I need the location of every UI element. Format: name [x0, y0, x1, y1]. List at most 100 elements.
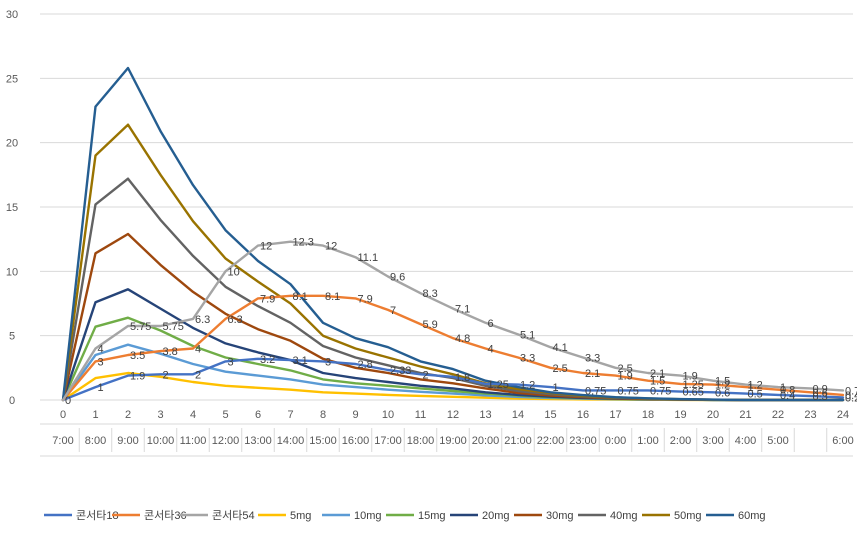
x-tick-label: 18 — [642, 409, 654, 421]
x-time-label: 3:00 — [702, 435, 723, 447]
legend-label: 콘서타36 — [144, 509, 187, 522]
x-tick-label: 5 — [222, 409, 228, 421]
data-label: 0.75 — [845, 385, 857, 397]
data-label: 4 — [98, 344, 104, 356]
x-tick-label: 9 — [352, 409, 358, 421]
x-tick-label: 14 — [512, 409, 524, 421]
legend-label: 20mg — [482, 510, 510, 522]
x-tick-label: 0 — [60, 409, 66, 421]
series-line — [61, 66, 845, 402]
data-label: 6.3 — [195, 314, 210, 326]
data-label: 5.9 — [423, 319, 438, 331]
x-tick-label: 22 — [772, 409, 784, 421]
data-label: 0.75 — [650, 385, 671, 397]
data-label: 4 — [195, 344, 201, 356]
data-label: 0.3 — [813, 391, 828, 403]
data-label: 1 — [748, 382, 754, 394]
data-label: 0.9 — [813, 383, 828, 395]
x-tick-label: 10 — [382, 409, 394, 421]
legend-label: 5mg — [290, 510, 311, 522]
x-time-label: 17:00 — [374, 435, 402, 447]
data-label: 0 — [65, 395, 71, 407]
x-tick-label: 21 — [739, 409, 751, 421]
data-label: 1 — [98, 382, 104, 394]
legend-item[interactable]: 콘서타54 — [180, 509, 255, 522]
x-tick-label: 11 — [415, 409, 426, 421]
data-label: 1.9 — [130, 371, 145, 383]
legend-item[interactable]: 콘서타18 — [44, 509, 119, 522]
x-tick-label: 15 — [544, 409, 556, 421]
data-label: 3 — [325, 356, 331, 368]
x-tick-label: 19 — [674, 409, 686, 421]
data-label: 2 — [163, 369, 169, 381]
data-label: 7.9 — [358, 293, 373, 305]
data-label: 3 — [98, 356, 104, 368]
legend-item[interactable]: 5mg — [258, 510, 311, 522]
data-label: 7.9 — [260, 293, 275, 305]
data-label: 3.1 — [293, 355, 308, 367]
data-label: 9.6 — [390, 271, 405, 283]
data-label: 12.3 — [293, 237, 314, 249]
data-label: 2.1 — [585, 368, 600, 380]
data-label: 1.5 — [715, 376, 730, 388]
data-label: 1.9 — [618, 371, 633, 383]
x-tick-label: 13 — [479, 409, 491, 421]
x-time-label: 12:00 — [212, 435, 240, 447]
x-time-label: 1:00 — [637, 435, 658, 447]
series-line — [61, 240, 845, 402]
x-tick-label: 6 — [255, 409, 261, 421]
series-line — [61, 294, 845, 402]
data-label: 5.1 — [520, 329, 535, 341]
y-tick-label: 20 — [6, 138, 18, 150]
data-label: 3 — [228, 356, 234, 368]
label-layer: 011.9 2 23 3.2 3.1 3 2.82.33 2 1.81.25 1.2 1 0.75 0.… — [65, 237, 857, 407]
data-label: 0.5 — [748, 389, 763, 401]
y-tick-label: 0 — [9, 395, 15, 407]
data-label: 5.75 — [163, 321, 184, 333]
data-label: 0.2 — [845, 392, 857, 404]
data-label: 0.6 — [715, 387, 730, 399]
data-label: 7 — [390, 305, 396, 317]
legend-layer: 콘서타18 콘서타36 콘서타54 5mg 10mg 15mg 20mg 30mg 40mg 50… — [44, 509, 766, 522]
x-time-label: 0:00 — [605, 435, 626, 447]
data-label: 1 — [553, 382, 559, 394]
legend-item[interactable]: 50mg — [642, 510, 702, 522]
grid-layer — [40, 13, 853, 457]
legend-label: 10mg — [354, 510, 382, 522]
series-layer — [61, 66, 845, 402]
x-tick-label: 4 — [190, 409, 196, 421]
y-tick-label: 10 — [6, 266, 18, 278]
data-label: 8.3 — [423, 288, 438, 300]
legend-item[interactable]: 15mg — [386, 510, 446, 522]
legend-item[interactable]: 콘서타36 — [112, 509, 187, 522]
legend-label: 15mg — [418, 510, 446, 522]
data-label: 8.1 — [293, 291, 308, 303]
legend-item[interactable]: 40mg — [578, 510, 638, 522]
legend-item[interactable]: 30mg — [514, 510, 574, 522]
legend-item[interactable]: 60mg — [706, 510, 766, 522]
legend-item[interactable]: 10mg — [322, 510, 382, 522]
data-label: 12 — [325, 241, 337, 253]
x-time-label: 11:00 — [180, 435, 207, 447]
x-tick-label: 2 — [125, 409, 131, 421]
data-label: 0.8 — [780, 385, 795, 397]
x-time-label: 2:00 — [670, 435, 691, 447]
data-label: 2.8 — [358, 359, 373, 371]
legend-item[interactable]: 20mg — [450, 510, 510, 522]
data-label: 2 — [195, 369, 201, 381]
data-label: 1.25 — [683, 379, 704, 391]
data-label: 1.8 — [455, 372, 470, 384]
x-time-label: 20:00 — [472, 435, 500, 447]
legend-label: 콘서타54 — [212, 509, 255, 522]
x-time-label: 8:00 — [85, 435, 106, 447]
x-time-label: 21:00 — [504, 435, 532, 447]
x-time-label: 22:00 — [537, 435, 565, 447]
x-tick-label: 24 — [837, 409, 849, 421]
data-label: 0.75 — [585, 385, 606, 397]
data-label: 2 — [423, 369, 429, 381]
data-label: 3.3 — [520, 353, 535, 365]
legend-label: 60mg — [738, 510, 766, 522]
data-label: 0.4 — [780, 390, 795, 402]
data-label: 2.5 — [553, 363, 568, 375]
